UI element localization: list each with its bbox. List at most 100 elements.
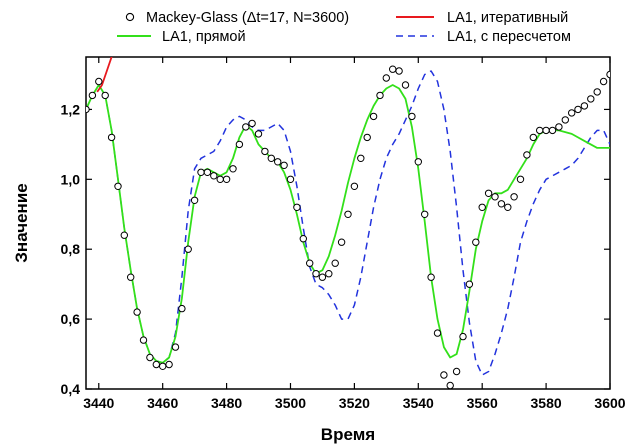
mackey-glass-point	[561, 116, 569, 124]
legend-label-mackey-glass: Mackey-Glass (Δt=17, N=3600)	[146, 10, 349, 26]
x-tick-label: 3440	[83, 395, 114, 411]
mackey-glass-point	[299, 235, 307, 243]
mackey-glass-point	[95, 77, 103, 86]
series-la1-direct-line	[86, 84, 610, 364]
mackey-glass-point	[274, 158, 282, 166]
mackey-glass-point	[235, 140, 244, 149]
mackey-glass-point	[261, 147, 269, 156]
mackey-glass-point	[293, 203, 301, 212]
mackey-glass-point	[337, 238, 346, 246]
series-layer	[86, 57, 610, 389]
mackey-glass-point	[120, 231, 129, 239]
mackey-glass-point	[414, 158, 422, 166]
legend: Mackey-Glass (Δt=17, N=3600) LA1, итерат…	[117, 10, 571, 45]
mackey-glass-point	[159, 362, 167, 370]
mackey-glass-point	[574, 105, 582, 114]
mackey-glass-point	[555, 123, 563, 131]
mackey-glass-point	[127, 273, 135, 281]
mackey-glass-point	[376, 91, 384, 100]
mackey-glass-point	[312, 270, 320, 278]
mackey-glass-point	[408, 112, 416, 121]
mackey-glass-point	[568, 109, 576, 117]
legend-label-la1-iterative: LA1, итеративный	[447, 10, 568, 26]
mackey-glass-point	[325, 270, 333, 278]
mackey-glass-point	[465, 280, 474, 288]
mackey-glass-point	[433, 329, 442, 337]
mackey-glass-point	[331, 259, 339, 267]
mackey-glass-point	[587, 95, 595, 103]
mackey-glass-point	[222, 175, 231, 184]
mackey-glass-point	[344, 210, 352, 219]
x-axis-ticks: 3440 3460 3480 3500 3520 3540 3560 3580 3600	[83, 57, 626, 411]
x-tick-label: 3480	[211, 395, 242, 411]
y-axis-ticks: 0,4 0,6 0,8 1,0 1,2	[61, 101, 610, 397]
mackey-glass-point	[395, 67, 403, 75]
mackey-glass-point	[459, 332, 467, 341]
mackey-glass-point	[178, 304, 186, 313]
mackey-glass-point	[210, 172, 218, 180]
mackey-glass-point	[440, 371, 448, 379]
mackey-glass-point	[286, 175, 295, 184]
mackey-glass-point	[452, 367, 461, 376]
mackey-glass-point	[446, 381, 454, 389]
mackey-glass-point	[146, 353, 154, 362]
mackey-glass-point	[139, 336, 148, 344]
mackey-glass-point	[497, 200, 506, 208]
mackey-glass-point	[599, 77, 608, 86]
x-tick-label: 3580	[531, 395, 562, 411]
x-tick-label: 3560	[467, 395, 498, 411]
mackey-glass-point	[254, 130, 263, 138]
mackey-glass-point	[114, 182, 122, 191]
y-tick-label: 0,6	[61, 311, 81, 327]
mackey-glass-point	[593, 88, 601, 96]
mackey-glass-point	[529, 133, 537, 142]
mackey-glass-point	[491, 193, 499, 201]
mackey-glass-point	[197, 168, 205, 177]
mackey-glass-point	[523, 151, 531, 159]
legend-marker-mackey-glass	[125, 12, 135, 22]
mackey-glass-point	[363, 133, 371, 142]
mackey-glass-point	[318, 273, 327, 281]
mackey-glass-point	[401, 81, 410, 89]
mackey-glass-point	[190, 196, 199, 205]
mackey-glass-point	[350, 182, 359, 191]
mackey-glass-point	[382, 74, 390, 82]
mackey-glass-point	[267, 154, 275, 163]
mackey-glass-point	[216, 175, 224, 184]
x-tick-label: 3460	[147, 395, 178, 411]
mackey-glass-point	[369, 112, 378, 121]
mackey-glass-point	[86, 105, 90, 114]
y-tick-label: 1,2	[61, 101, 81, 117]
mackey-glass-point	[357, 154, 365, 163]
series-la1-iterative-line	[96, 57, 113, 93]
mackey-glass-point	[606, 70, 610, 79]
mackey-glass-point	[516, 175, 525, 184]
legend-label-la1-direct: LA1, прямой	[162, 29, 246, 45]
mackey-glass-point	[184, 245, 192, 253]
mackey-glass-point	[536, 126, 544, 135]
mackey-glass-point	[280, 161, 288, 170]
y-tick-label: 1,0	[61, 171, 81, 187]
y-tick-label: 0,4	[61, 381, 81, 397]
mackey-glass-point	[389, 65, 397, 73]
mackey-glass-point	[107, 133, 116, 142]
mackey-glass-point	[88, 91, 97, 100]
mackey-glass-point	[421, 210, 429, 219]
mackey-glass-point	[510, 193, 518, 201]
mackey-glass-point	[580, 102, 589, 110]
mackey-glass-point	[242, 123, 250, 131]
mackey-glass-point	[504, 203, 512, 212]
y-tick-label: 0,8	[61, 241, 81, 257]
mackey-glass-point	[101, 91, 109, 100]
y-axis-title: Значение	[12, 183, 31, 262]
mackey-glass-point	[484, 189, 493, 198]
mackey-glass-point	[229, 165, 237, 173]
x-tick-label: 3540	[403, 395, 434, 411]
x-tick-label: 3520	[339, 395, 370, 411]
mackey-glass-point	[171, 343, 180, 351]
mackey-glass-point	[427, 273, 435, 281]
x-tick-label: 3500	[275, 395, 306, 411]
legend-label-la1-recalc: LA1, с пересчетом	[447, 29, 571, 45]
mackey-glass-point	[248, 119, 256, 128]
mackey-glass-point	[548, 126, 557, 135]
